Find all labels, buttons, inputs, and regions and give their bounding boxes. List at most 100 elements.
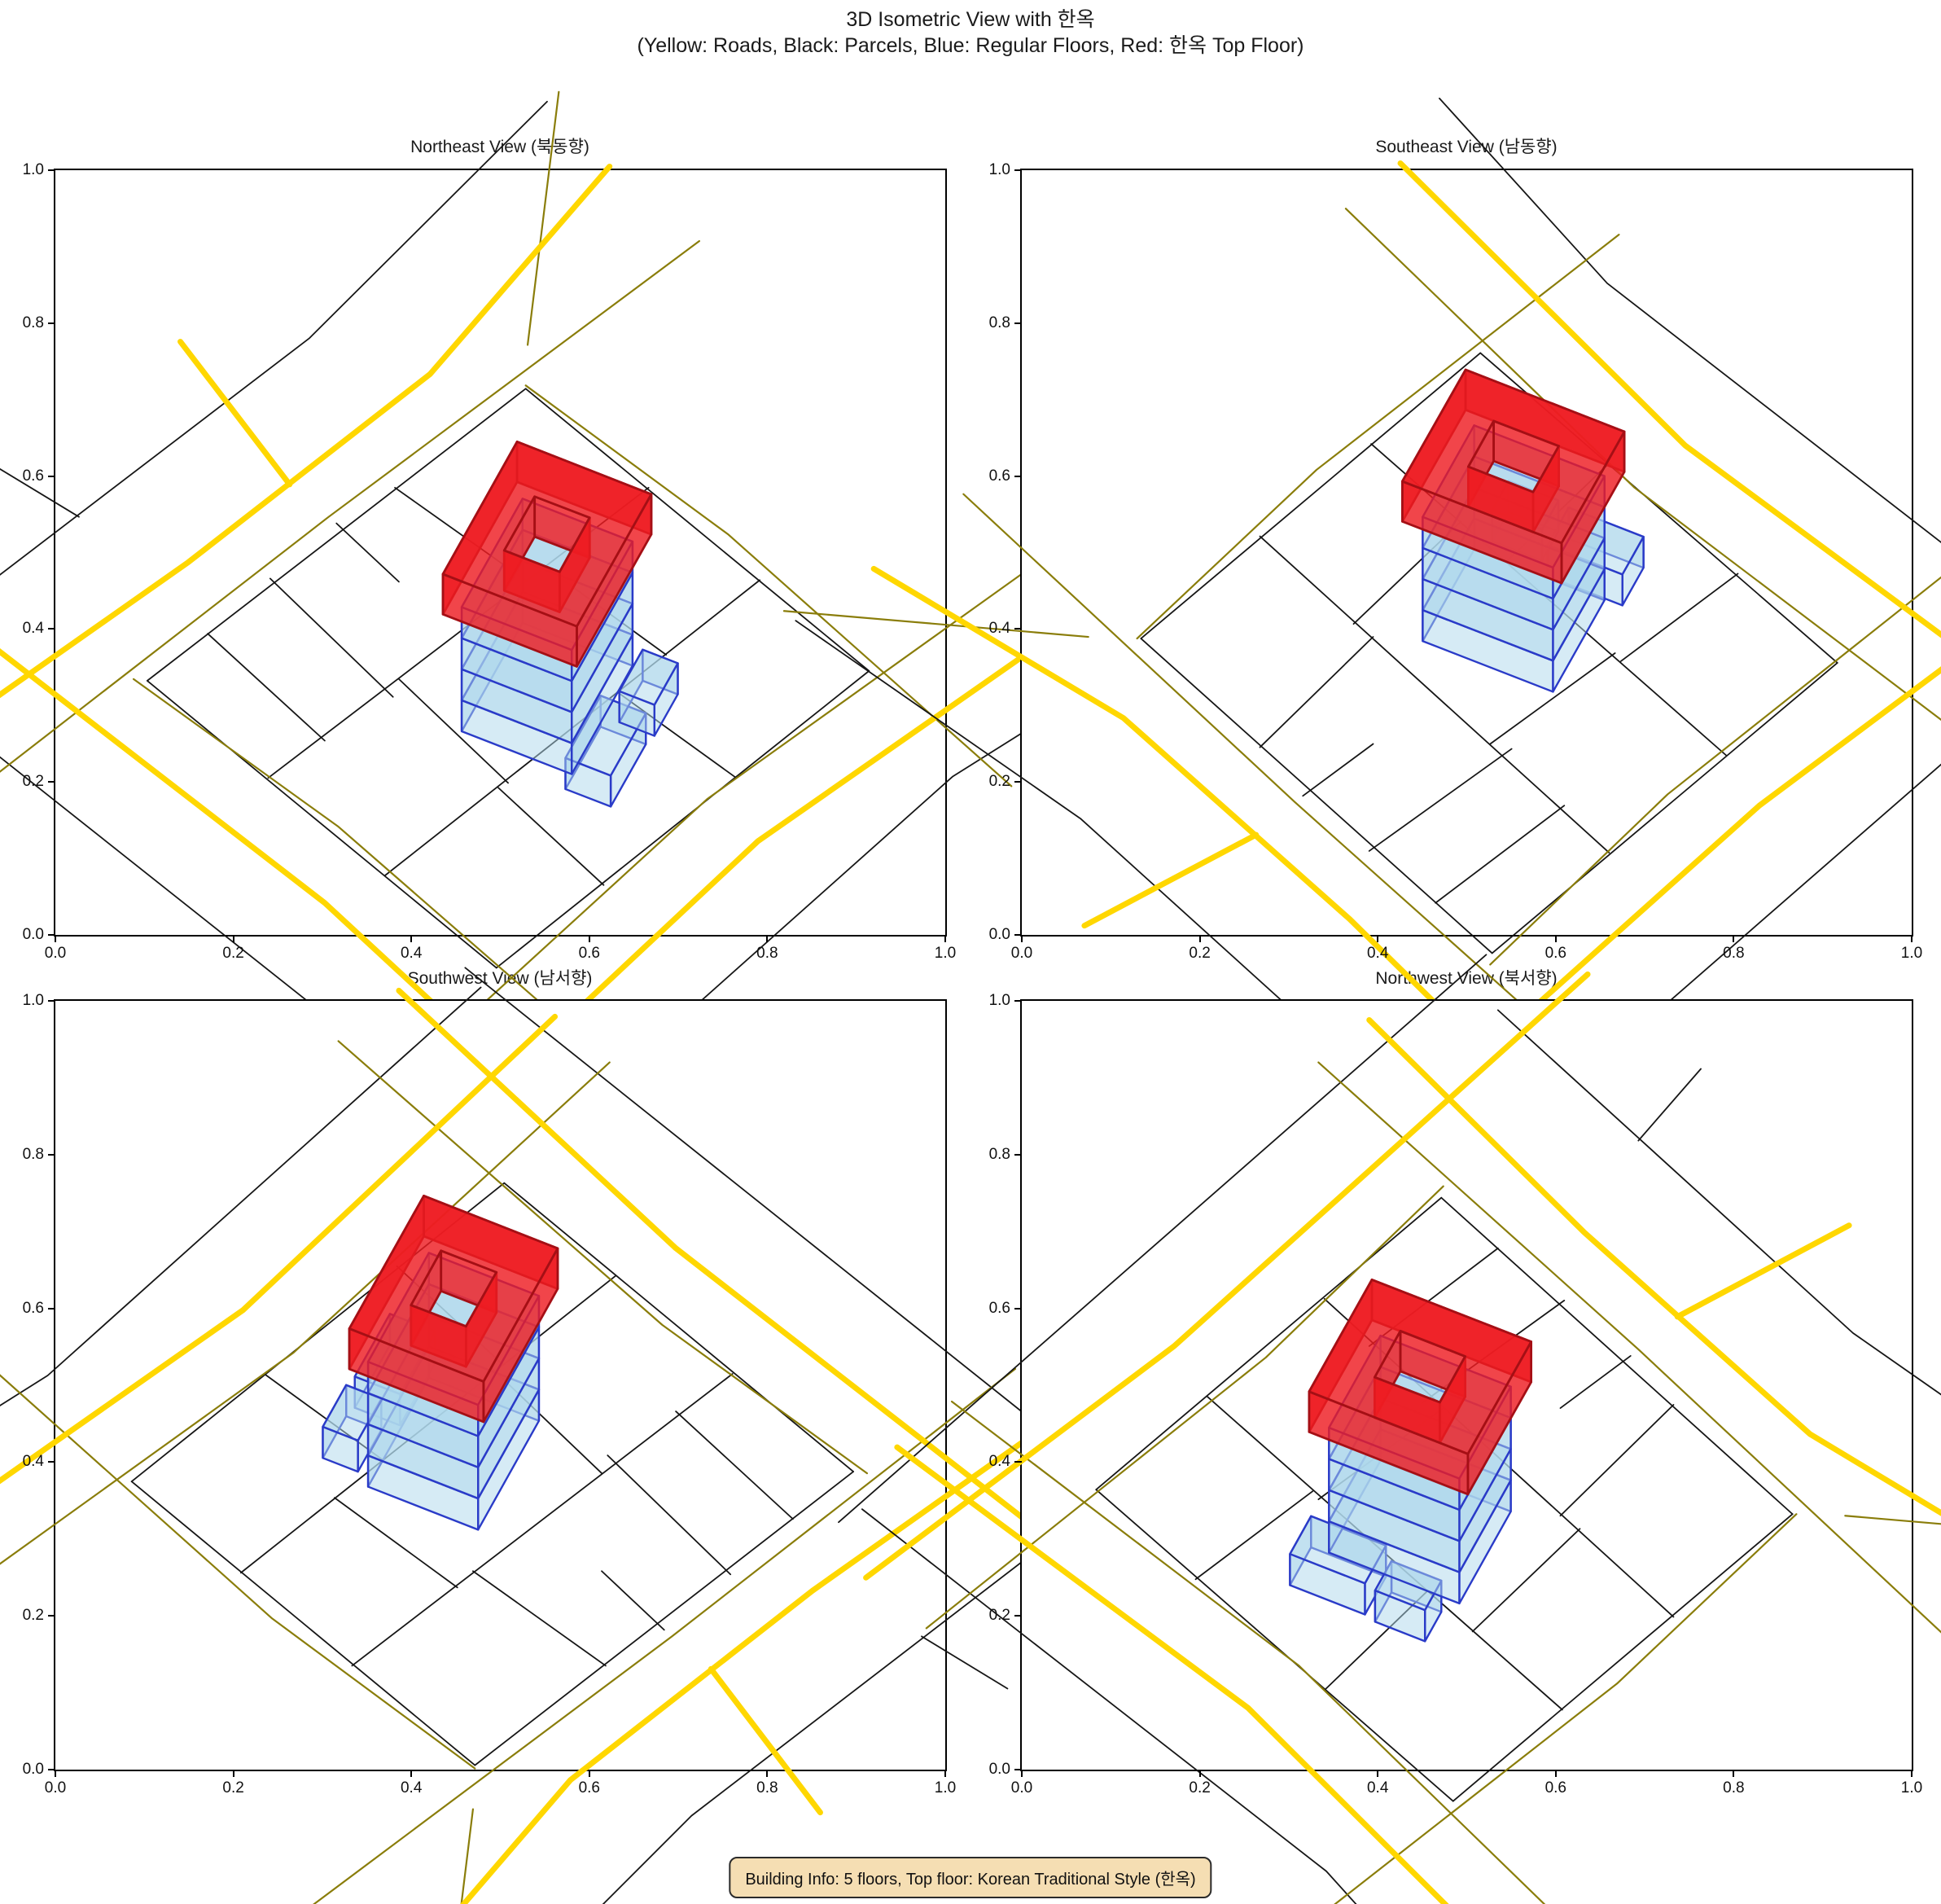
x-tick-label-northwest: 0.4: [1366, 1779, 1389, 1797]
y-tick-label-northeast: 0.6: [22, 467, 44, 485]
scene-shape: [1368, 748, 1513, 852]
scene-shape: [1435, 805, 1566, 904]
scene-shape: [1619, 573, 1739, 662]
y-tick-mark-northeast: [48, 934, 55, 936]
scene-shape: [1366, 1016, 1941, 1516]
scene-shape: [601, 1570, 665, 1631]
scene-shape: [474, 1471, 855, 1766]
plot-area-northeast: 0.0 0.2 0.4 0.6 0.8 1.0 0.0 0.2 0.4 0.6 0.8 1.0: [0, 90, 1176, 1183]
x-tick-label-southeast: 0.4: [1366, 945, 1389, 962]
y-tick-mark-southeast: [1014, 934, 1022, 936]
scene-shape: [441, 441, 653, 628]
scene-shape: [1308, 1279, 1533, 1455]
scene-shape: [838, 954, 1488, 1524]
x-tick-label-northwest: 1.0: [1900, 1779, 1923, 1797]
scene-shape: [524, 388, 870, 672]
scene-shape: [1136, 234, 1620, 640]
y-tick-mark-southwest: [48, 1153, 55, 1156]
x-tick-mark-northeast: [766, 935, 769, 942]
scene-shape: [782, 610, 1089, 638]
scene-shape: [130, 1481, 476, 1766]
y-tick-mark-northeast: [48, 169, 55, 171]
scene-shape: [497, 787, 605, 886]
scene-shape: [861, 1508, 1357, 1904]
x-tick-mark-northwest: [1377, 1770, 1379, 1777]
y-tick-label-southeast: 0.8: [988, 314, 1010, 331]
y-tick-label-northeast: 0.8: [22, 314, 44, 331]
x-tick-label-northwest: 0.6: [1544, 1779, 1567, 1797]
scene-shape: [503, 1182, 855, 1472]
x-tick-mark-southwest: [588, 1770, 590, 1777]
subplot-title-northwest: Northwest View (북서향): [1375, 969, 1558, 988]
y-tick-mark-southeast: [1014, 781, 1022, 783]
x-tick-label-southeast: 0.8: [1723, 945, 1745, 962]
x-tick-label-southeast: 0.2: [1189, 945, 1211, 962]
x-tick-label-northwest: 0.0: [1010, 1779, 1033, 1797]
y-tick-mark-southeast: [1014, 322, 1022, 324]
scene-shape: [1452, 1513, 1794, 1802]
y-tick-label-southeast: 0.6: [988, 467, 1010, 485]
scene-shape: [1471, 1528, 1581, 1633]
scene-shape: [146, 680, 497, 969]
x-tick-label-northwest: 0.2: [1189, 1779, 1211, 1797]
y-tick-mark-northwest: [1014, 1307, 1022, 1310]
scene-shape: [1559, 1355, 1632, 1409]
scene-shape: [1491, 662, 1838, 954]
x-tick-label-northwest: 0.8: [1723, 1779, 1745, 1797]
scene-shape: [335, 522, 400, 583]
y-tick-mark-southwest: [48, 1307, 55, 1310]
x-tick-label-northeast: 1.0: [934, 945, 957, 962]
scene-shape: [950, 1400, 1546, 1904]
y-tick-label-southeast: 0.2: [988, 773, 1010, 791]
x-tick-mark-southwest: [55, 1770, 56, 1777]
scene-shape: [1674, 1222, 1852, 1320]
scene-shape: [1559, 1404, 1675, 1517]
figure-subtitle: (Yellow: Roads, Black: Parcels, Blue: Re…: [637, 34, 1304, 57]
scene-shape: [313, 1367, 1017, 1904]
scene-shape: [526, 90, 560, 346]
y-tick-label-northeast: 0.4: [22, 620, 44, 638]
y-tick-label-southwest: 0.0: [22, 1761, 44, 1778]
x-tick-label-northeast: 0.6: [578, 945, 601, 962]
x-tick-mark-northwest: [1198, 1770, 1201, 1777]
x-tick-label-northeast: 0.4: [400, 945, 423, 962]
y-tick-mark-southeast: [1014, 475, 1022, 477]
scene-shape: [708, 1665, 823, 1816]
scene-shape: [1440, 1196, 1794, 1516]
y-tick-mark-northeast: [48, 628, 55, 630]
scene-shape: [1496, 1009, 1941, 1396]
x-tick-label-southwest: 0.0: [44, 1779, 67, 1797]
y-tick-label-northwest: 1.0: [988, 992, 1010, 1009]
plot-canvas-southwest: [0, 967, 1146, 1904]
building-info-badge: Building Info: 5 floors, Top floor: Kore…: [729, 1857, 1212, 1898]
x-tick-label-southeast: 0.6: [1544, 945, 1567, 962]
x-tick-label-southwest: 0.6: [578, 1779, 601, 1797]
plot-canvas-southeast: [782, 97, 1941, 1196]
subplot-title-southeast: Southeast View (남동향): [1375, 138, 1558, 156]
x-tick-mark-southwest: [944, 1770, 946, 1777]
y-tick-mark-southwest: [48, 1615, 55, 1617]
x-tick-label-southwest: 0.8: [756, 1779, 778, 1797]
y-tick-mark-northwest: [1014, 1615, 1022, 1617]
scene-shape: [1302, 743, 1374, 797]
scene-shape: [0, 986, 482, 1407]
scene-shape: [1081, 831, 1260, 929]
y-tick-mark-southeast: [1014, 169, 1022, 171]
y-tick-label-southwest: 0.4: [22, 1453, 44, 1471]
scene-shape: [1489, 576, 1941, 966]
y-tick-label-southwest: 0.8: [22, 1145, 44, 1163]
scene-shape: [524, 384, 1013, 787]
x-tick-mark-northwest: [1021, 1770, 1023, 1777]
scene-shape: [1095, 1489, 1454, 1802]
scene-shape: [460, 1808, 475, 1904]
scene-shape: [0, 1061, 611, 1565]
scene-shape: [1317, 1061, 1941, 1634]
scene-shape: [472, 1570, 607, 1667]
x-tick-mark-southeast: [1554, 935, 1557, 942]
scene-shape: [177, 339, 293, 488]
scene-shape: [0, 100, 548, 576]
scene-shape: [207, 633, 326, 742]
y-tick-label-southwest: 0.2: [22, 1607, 44, 1625]
y-tick-label-northwest: 0.2: [988, 1607, 1010, 1625]
x-tick-label-southeast: 0.0: [1010, 945, 1033, 962]
